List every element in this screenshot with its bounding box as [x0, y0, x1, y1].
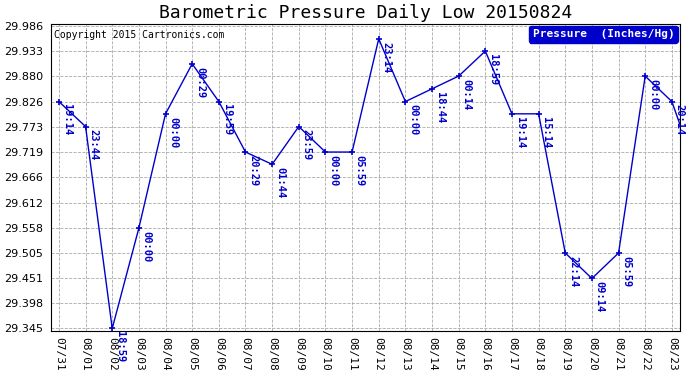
Pressure  (Inches/Hg) [428, 87, 436, 91]
Pressure  (Inches/Hg) [668, 99, 676, 104]
Pressure  (Inches/Hg) [268, 162, 276, 166]
Text: 01:44: 01:44 [275, 167, 285, 198]
Pressure  (Inches/Hg) [375, 37, 383, 41]
Pressure  (Inches/Hg) [55, 99, 63, 104]
Pressure  (Inches/Hg) [322, 150, 330, 154]
Pressure  (Inches/Hg) [241, 150, 250, 154]
Text: 20:14: 20:14 [675, 104, 684, 136]
Text: 20:29: 20:29 [248, 155, 258, 186]
Text: 23:14: 23:14 [382, 42, 391, 73]
Pressure  (Inches/Hg) [481, 49, 489, 53]
Text: 19:14: 19:14 [515, 117, 524, 148]
Text: 19:14: 19:14 [61, 104, 72, 136]
Pressure  (Inches/Hg) [161, 112, 170, 116]
Pressure  (Inches/Hg) [614, 251, 622, 255]
Text: 00:00: 00:00 [141, 231, 152, 262]
Text: 05:59: 05:59 [621, 256, 631, 287]
Pressure  (Inches/Hg) [535, 112, 543, 116]
Pressure  (Inches/Hg) [108, 326, 117, 331]
Text: 00:00: 00:00 [408, 104, 418, 136]
Text: 23:59: 23:59 [302, 129, 312, 160]
Pressure  (Inches/Hg) [188, 62, 197, 66]
Text: 23:44: 23:44 [88, 129, 99, 160]
Pressure  (Inches/Hg) [135, 226, 143, 230]
Pressure  (Inches/Hg) [348, 150, 356, 154]
Pressure  (Inches/Hg) [641, 74, 649, 78]
Text: 00:00: 00:00 [328, 155, 338, 186]
Text: 15:14: 15:14 [542, 117, 551, 148]
Title: Barometric Pressure Daily Low 20150824: Barometric Pressure Daily Low 20150824 [159, 4, 572, 22]
Pressure  (Inches/Hg) [508, 112, 516, 116]
Pressure  (Inches/Hg) [561, 251, 569, 255]
Text: 05:59: 05:59 [355, 155, 365, 186]
Text: 22:14: 22:14 [568, 256, 578, 287]
Text: 18:44: 18:44 [435, 92, 445, 123]
Text: 00:14: 00:14 [462, 79, 471, 110]
Text: 00:29: 00:29 [195, 67, 205, 98]
Pressure  (Inches/Hg) [455, 74, 463, 78]
Text: 18:59: 18:59 [115, 331, 125, 363]
Pressure  (Inches/Hg) [81, 124, 90, 129]
Pressure  (Inches/Hg) [588, 276, 596, 281]
Text: 00:00: 00:00 [168, 117, 178, 148]
Text: 18:59: 18:59 [488, 54, 498, 85]
Legend: Pressure  (Inches/Hg): Pressure (Inches/Hg) [529, 26, 678, 43]
Pressure  (Inches/Hg) [295, 124, 303, 129]
Text: 19:59: 19:59 [221, 104, 232, 136]
Text: 12:44: 12:44 [0, 374, 1, 375]
Text: 09:14: 09:14 [595, 281, 604, 312]
Text: Copyright 2015 Cartronics.com: Copyright 2015 Cartronics.com [54, 30, 224, 40]
Line: Pressure  (Inches/Hg): Pressure (Inches/Hg) [55, 35, 690, 332]
Text: 00:00: 00:00 [648, 79, 658, 110]
Pressure  (Inches/Hg) [401, 99, 409, 104]
Pressure  (Inches/Hg) [215, 99, 223, 104]
